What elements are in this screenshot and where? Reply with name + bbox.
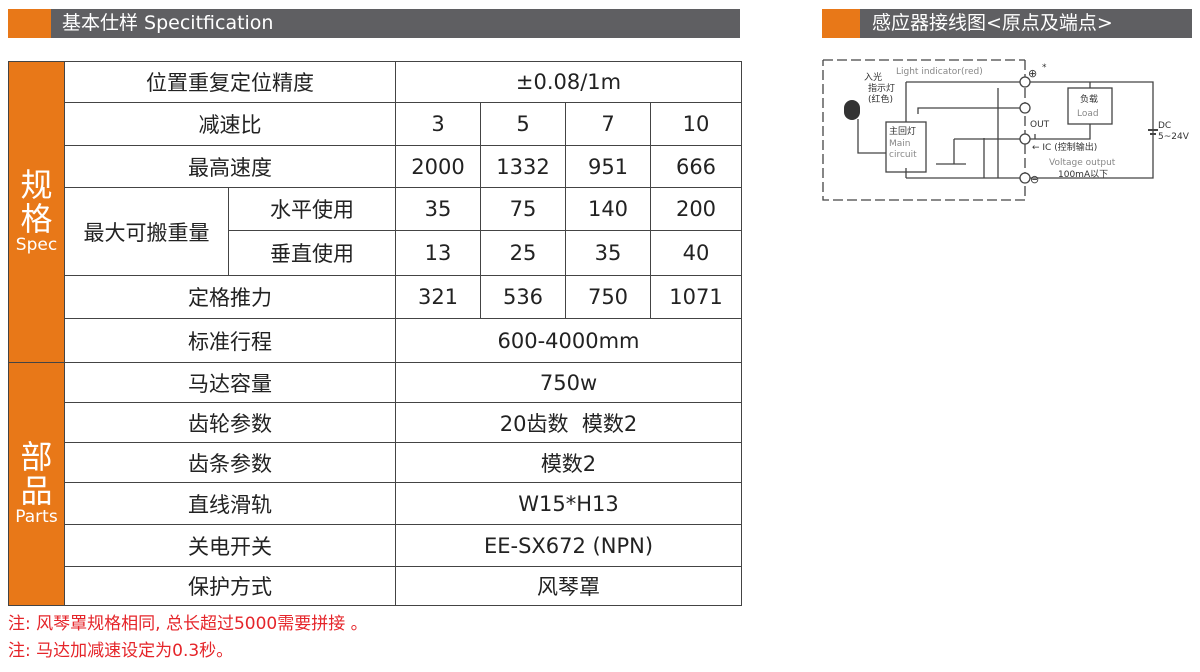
cell-value: 7: [565, 102, 651, 146]
dc-label: DC: [1158, 121, 1171, 131]
row-sublabel: 垂直使用: [228, 230, 396, 276]
current-label: 100mA以下: [1058, 170, 1108, 180]
sensor-housing-outline: [822, 59, 1026, 201]
cell-value: W15*H13: [395, 482, 742, 525]
spec-section-header: 基本仕样 Specitfication: [8, 9, 740, 38]
light-indicator-label: Light indicator(red): [896, 67, 983, 77]
cell-value: 2000: [395, 145, 481, 188]
cell-value: 模数2: [395, 442, 742, 483]
header-accent: [822, 9, 860, 38]
table-row: 定格推力 321 536 750 1071: [9, 275, 742, 319]
cell-value: 5: [480, 102, 566, 146]
cell-value: 750w: [395, 362, 742, 403]
cell-value: EE-SX672 (NPN): [395, 524, 742, 567]
note: 注: 风琴罩规格相同, 总长超过5000需要拼接 。: [8, 614, 368, 634]
main-circuit-label: Main: [889, 139, 911, 149]
spec-group-label: 规格 Spec: [8, 61, 65, 363]
table-row: 标准行程 600-4000mm: [9, 318, 742, 363]
wiring-section-header: 感应器接线图<原点及端点>: [822, 9, 1192, 38]
row-label: 马达容量: [64, 362, 396, 403]
table-row: 最高速度 2000 1332 951 666: [9, 145, 742, 188]
cell-value: 13: [395, 230, 481, 276]
main-circuit-label: 主回灯: [889, 125, 916, 137]
cell-value: 140: [565, 187, 651, 231]
table-row: 规格 Spec 位置重复定位精度 ±0.08/1m: [8, 61, 742, 363]
table-row: 减速比 3 5 7 10: [9, 102, 742, 146]
cell-value: 1071: [650, 275, 742, 319]
notes: 注: 风琴罩规格相同, 总长超过5000需要拼接 。 注: 马达加减速设定为0.…: [8, 611, 368, 665]
row-sublabel: 水平使用: [228, 187, 396, 231]
header-accent: [8, 9, 51, 38]
spec-section-title: 基本仕样 Specitfication: [62, 12, 274, 34]
table-row: 关电开关 EE-SX672 (NPN): [9, 524, 742, 567]
cell-value: 321: [395, 275, 481, 319]
cell-value: 20齿数 模数2: [395, 402, 742, 443]
cell-value: 75: [480, 187, 566, 231]
indicator-label: 入光: [864, 71, 882, 83]
voltage-output-label: Voltage output: [1049, 158, 1116, 168]
cell-value: 600-4000mm: [395, 318, 742, 363]
load-label: 负载: [1080, 93, 1098, 105]
parts-group-label: 部品 Parts: [8, 362, 65, 606]
table-row: 保护方式 风琴罩: [9, 566, 742, 606]
cell-value: 10: [650, 102, 742, 146]
table-row: 直线滑轨 W15*H13: [9, 482, 742, 525]
plus-terminal-icon: ⊕: [1028, 67, 1037, 80]
row-label: 最高速度: [64, 145, 396, 188]
cell-value: 40: [650, 230, 742, 276]
row-label: 定格推力: [64, 275, 396, 319]
indicator-label: 指示灯: [868, 82, 895, 94]
row-label: 齿条参数: [64, 442, 396, 483]
cell-value: 951: [565, 145, 651, 188]
cell-value: 3: [395, 102, 481, 146]
sensor-wiring-diagram: Light indicator(red) 入光 指示灯 (红色) 主回灯 Mai…: [822, 59, 1190, 201]
indicator-led-icon: [844, 100, 860, 120]
indicator-label: (红色): [868, 93, 893, 105]
row-label: 标准行程: [64, 318, 396, 363]
cell-value: 35: [395, 187, 481, 231]
cell-value: 1332: [480, 145, 566, 188]
cell-value: 666: [650, 145, 742, 188]
row-label: 减速比: [64, 102, 396, 146]
cell-value: 200: [650, 187, 742, 231]
row-label: 最大可搬重量: [64, 187, 229, 276]
row-label: 保护方式: [64, 566, 396, 606]
cell-value: 536: [480, 275, 566, 319]
table-row: 部品 Parts 马达容量 750w: [8, 362, 742, 606]
load-label: Load: [1077, 109, 1099, 119]
table-row: 齿条参数 模数2: [9, 442, 742, 483]
row-label: 位置重复定位精度: [64, 61, 396, 103]
table-row: 齿轮参数 20齿数 模数2: [9, 402, 742, 443]
cell-value: ±0.08/1m: [395, 61, 742, 103]
cell-value: 25: [480, 230, 566, 276]
asterisk: *: [1042, 63, 1047, 73]
minus-terminal-icon: ⊖: [1030, 173, 1039, 186]
dc-range-label: 5~24V: [1158, 132, 1190, 142]
spec-table: 规格 Spec 位置重复定位精度 ±0.08/1m 减速比 3 5 7 10 最高…: [8, 61, 742, 606]
main-circuit-box: [885, 121, 927, 173]
wiring-section-title: 感应器接线图<原点及端点>: [872, 12, 1113, 34]
row-label: 关电开关: [64, 524, 396, 567]
table-row: 最大可搬重量 水平使用 35 75 140 200: [9, 187, 742, 276]
note: 注: 马达加减速设定为0.3秒。: [8, 641, 234, 661]
cell-value: 750: [565, 275, 651, 319]
out-label: OUT: [1030, 120, 1050, 130]
cell-value: 风琴罩: [395, 566, 742, 606]
row-label: 直线滑轨: [64, 482, 396, 525]
row-label: 齿轮参数: [64, 402, 396, 443]
ic-label: ← IC (控制输出): [1032, 141, 1097, 153]
main-circuit-label: circuit: [889, 150, 917, 160]
cell-value: 35: [565, 230, 651, 276]
